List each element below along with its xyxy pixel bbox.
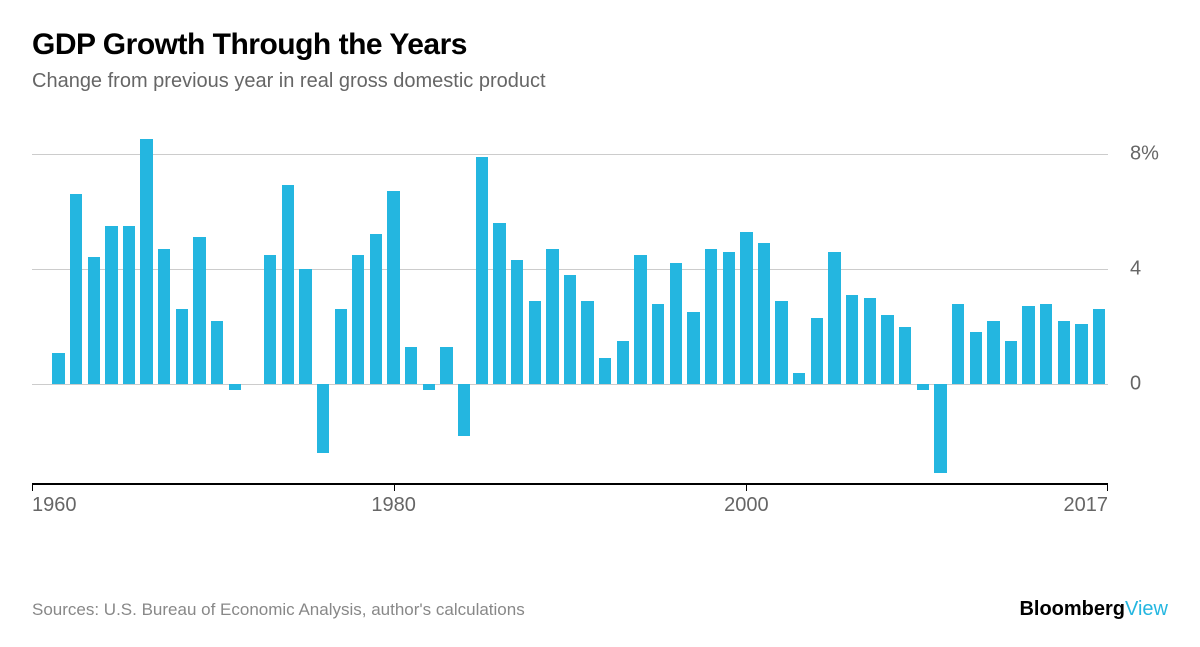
bar	[952, 304, 964, 385]
source-text: Sources: U.S. Bureau of Economic Analysi…	[32, 600, 525, 620]
x-tick-label: 1960	[32, 494, 77, 517]
bar	[546, 249, 558, 384]
bar	[299, 269, 311, 384]
bar	[1075, 324, 1087, 384]
chart-container: GDP Growth Through the Years Change from…	[0, 0, 1200, 647]
bar	[211, 321, 223, 384]
bar	[934, 384, 946, 473]
bar	[617, 341, 629, 384]
bar	[670, 263, 682, 384]
chart-title: GDP Growth Through the Years	[32, 28, 1168, 62]
bar	[387, 191, 399, 384]
bar	[970, 332, 982, 384]
bar	[652, 304, 664, 385]
x-tick	[32, 483, 33, 491]
bar	[793, 373, 805, 385]
bar	[899, 327, 911, 385]
bar	[52, 353, 64, 385]
bar	[70, 194, 82, 384]
bar	[405, 347, 417, 384]
bar	[864, 298, 876, 384]
x-tick-label: 2017	[1064, 494, 1109, 517]
bar	[458, 384, 470, 436]
bar	[987, 321, 999, 384]
bar	[158, 249, 170, 384]
bar	[828, 252, 840, 384]
y-tick-label: 8%	[1118, 142, 1168, 165]
bar	[917, 384, 929, 390]
x-tick	[746, 483, 747, 491]
bar	[317, 384, 329, 453]
x-tick-label: 2000	[724, 494, 769, 517]
bar	[440, 347, 452, 384]
brand-logo: BloombergView	[1019, 598, 1168, 621]
bar	[1022, 306, 1034, 384]
bar	[370, 234, 382, 384]
bar	[88, 257, 100, 384]
bar	[740, 232, 752, 385]
bar	[1093, 309, 1105, 384]
bar	[229, 384, 241, 390]
bar	[335, 309, 347, 384]
bar	[634, 255, 646, 385]
y-tick-label: 0	[1118, 373, 1168, 396]
plot-region	[32, 125, 1108, 485]
bar	[423, 384, 435, 390]
bar	[723, 252, 735, 384]
bar	[599, 358, 611, 384]
bar	[282, 185, 294, 384]
bar	[193, 237, 205, 384]
bar	[811, 318, 823, 384]
chart-footer: Sources: U.S. Bureau of Economic Analysi…	[32, 598, 1168, 621]
bar	[493, 223, 505, 384]
bar	[511, 260, 523, 384]
bar	[1040, 304, 1052, 385]
x-tick	[394, 483, 395, 491]
gridline	[32, 154, 1108, 155]
chart-area: 0 4 8% 1960 1980 2000 2017	[32, 125, 1168, 525]
bar	[529, 301, 541, 385]
bar	[846, 295, 858, 384]
bar	[352, 255, 364, 385]
bar	[476, 157, 488, 385]
bar	[687, 312, 699, 384]
x-tick	[1107, 483, 1108, 491]
chart-subtitle: Change from previous year in real gross …	[32, 70, 1168, 93]
bar	[176, 309, 188, 384]
bar	[758, 243, 770, 384]
bar	[140, 139, 152, 384]
bar	[105, 226, 117, 384]
bar	[564, 275, 576, 384]
brand-text-b: View	[1125, 598, 1168, 620]
bar	[881, 315, 893, 384]
bar	[705, 249, 717, 384]
bar	[1005, 341, 1017, 384]
bar	[123, 226, 135, 384]
bar	[1058, 321, 1070, 384]
bar	[775, 301, 787, 385]
gridline	[32, 384, 1108, 385]
brand-text-a: Bloomberg	[1019, 598, 1125, 620]
bar	[264, 255, 276, 385]
x-tick-label: 1980	[371, 494, 416, 517]
y-tick-label: 4	[1118, 258, 1168, 281]
bar	[581, 301, 593, 385]
